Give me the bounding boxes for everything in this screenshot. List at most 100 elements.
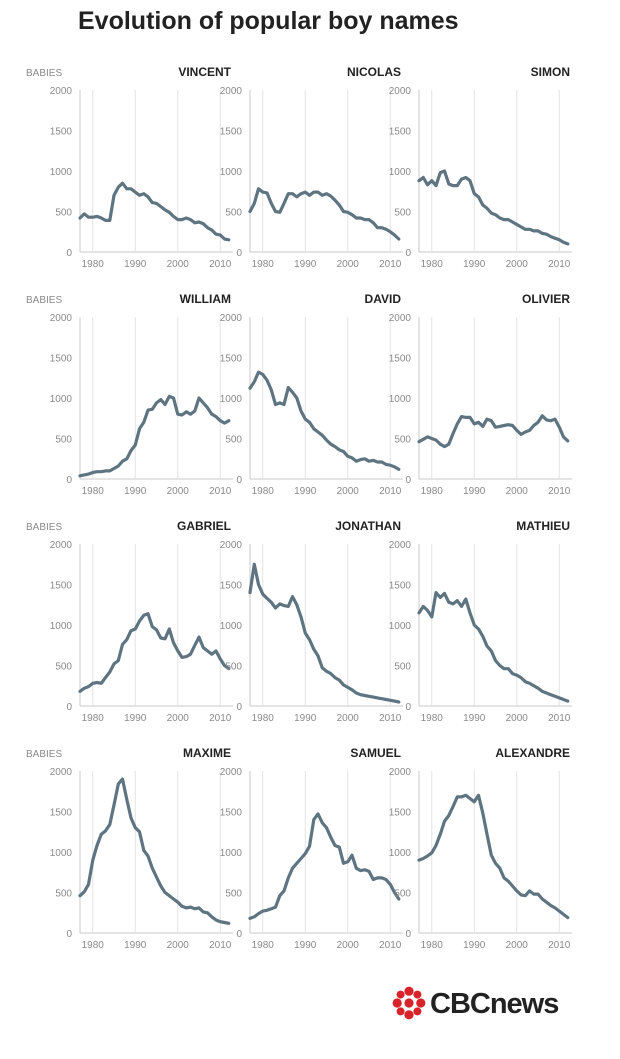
series-line-olivier: [417, 414, 570, 449]
y-tick-label: 1500: [220, 808, 243, 819]
x-tick-label: 1980: [252, 940, 275, 951]
y-tick-label: 1500: [50, 127, 73, 138]
y-tick-label: 1500: [220, 354, 243, 365]
chart-mathieu: 1980 1990 2000 2010 0 500 1000 1500 2000 MATHIEU: [389, 519, 572, 724]
y-tick-label: 1000: [220, 167, 243, 178]
panel-name: MATHIEU: [516, 519, 570, 533]
y-tick-label: 0: [66, 248, 72, 259]
y-axis-label: BABIES: [26, 295, 62, 306]
x-tick-label: 1990: [463, 486, 486, 497]
panel-name: MAXIME: [183, 746, 231, 760]
panel-name: SIMON: [531, 65, 570, 79]
x-tick-label: 1980: [421, 940, 444, 951]
chart-jonathan: 1980 1990 2000 2010 0 500 1000 1500 2000 JONATHAN: [220, 519, 403, 724]
y-tick-label: 500: [55, 208, 72, 219]
y-tick-label: 0: [236, 929, 242, 940]
chart-olivier: 1980 1990 2000 2010 0 500 1000 1500 2000 OLIVIER: [389, 292, 572, 497]
x-tick-label: 1980: [82, 713, 105, 724]
cbc-news-logo: CBCnews: [392, 986, 572, 1022]
brand-wordmark: CBCnews: [430, 986, 560, 1022]
x-tick-label: 1990: [463, 940, 486, 951]
series-line-maxime: [78, 777, 231, 925]
panel-name: DAVID: [365, 292, 402, 306]
y-tick-label: 0: [66, 929, 72, 940]
chart-nicolas: 1980 1990 2000 2010 0 500 1000 1500 2000 NICOLAS: [220, 65, 403, 270]
x-tick-label: 1990: [124, 486, 147, 497]
x-tick-label: 1990: [463, 259, 486, 270]
y-tick-label: 1000: [389, 394, 412, 405]
panel-name: VINCENT: [178, 65, 231, 79]
y-tick-label: 500: [225, 435, 242, 446]
y-tick-label: 1500: [50, 581, 73, 592]
series-line-alexandre: [417, 793, 570, 920]
page-title: Evolution of popular boy names: [78, 7, 459, 35]
chart-david: 1980 1990 2000 2010 0 500 1000 1500 2000 DAVID: [220, 292, 403, 497]
y-tick-label: 2000: [50, 540, 73, 551]
x-tick-label: 1980: [82, 486, 105, 497]
series-line-gabriel: [78, 612, 231, 694]
panel-name: WILLIAM: [180, 292, 231, 306]
panel-name: OLIVIER: [522, 292, 570, 306]
y-tick-label: 1000: [50, 621, 73, 632]
y-tick-label: 2000: [220, 540, 243, 551]
y-tick-label: 1000: [220, 621, 243, 632]
y-tick-label: 2000: [50, 313, 73, 324]
y-tick-label: 2000: [389, 313, 412, 324]
y-tick-label: 500: [394, 662, 411, 673]
x-tick-label: 2010: [209, 486, 232, 497]
series-line-vincent: [78, 181, 231, 242]
x-tick-label: 2010: [548, 259, 571, 270]
series-line-mathieu: [417, 590, 570, 703]
y-tick-label: 1500: [389, 581, 412, 592]
y-tick-label: 500: [225, 208, 242, 219]
chart-simon: 1980 1990 2000 2010 0 500 1000 1500 2000 SIMON: [389, 65, 572, 270]
x-tick-label: 2000: [506, 940, 529, 951]
x-tick-label: 2000: [167, 259, 190, 270]
x-tick-label: 2010: [548, 940, 571, 951]
x-tick-label: 1990: [124, 940, 147, 951]
y-tick-label: 1500: [50, 354, 73, 365]
y-tick-label: 500: [55, 435, 72, 446]
y-tick-label: 0: [236, 248, 242, 259]
x-tick-label: 1980: [252, 259, 275, 270]
x-tick-label: 1990: [294, 259, 317, 270]
series-line-jonathan: [248, 562, 401, 704]
y-tick-label: 1000: [50, 848, 73, 859]
y-tick-label: 2000: [389, 86, 412, 97]
x-tick-label: 2010: [379, 259, 402, 270]
y-tick-label: 0: [66, 475, 72, 486]
y-tick-label: 0: [236, 475, 242, 486]
x-tick-label: 1990: [124, 259, 147, 270]
y-tick-label: 1500: [389, 127, 412, 138]
y-tick-label: 1000: [50, 394, 73, 405]
panel-name: JONATHAN: [335, 519, 401, 533]
y-tick-label: 1500: [220, 581, 243, 592]
y-axis-label: BABIES: [26, 522, 62, 533]
series-line-simon: [417, 169, 570, 246]
x-tick-label: 2010: [379, 486, 402, 497]
y-axis-label: BABIES: [26, 68, 62, 79]
brand-suffix: news: [489, 988, 560, 1020]
y-tick-label: 1000: [220, 848, 243, 859]
x-tick-label: 1980: [82, 259, 105, 270]
y-axis-label: BABIES: [26, 749, 62, 760]
y-tick-label: 1500: [220, 127, 243, 138]
cbc-gem-icon: [392, 986, 426, 1020]
chart-william: 1980 1990 2000 2010 0 500 1000 1500 2000 BABIES WI…: [26, 292, 233, 497]
y-tick-label: 500: [55, 662, 72, 673]
panel-name: SAMUEL: [350, 746, 401, 760]
y-tick-label: 500: [394, 435, 411, 446]
x-tick-label: 1990: [124, 713, 147, 724]
x-tick-label: 2010: [379, 940, 402, 951]
y-tick-label: 0: [66, 702, 72, 713]
series-line-david: [248, 370, 401, 471]
panel-name: NICOLAS: [347, 65, 401, 79]
y-tick-label: 0: [236, 702, 242, 713]
y-tick-label: 500: [394, 889, 411, 900]
y-tick-label: 0: [405, 475, 411, 486]
y-tick-label: 1000: [50, 167, 73, 178]
x-tick-label: 2000: [337, 486, 360, 497]
y-tick-label: 1000: [389, 167, 412, 178]
series-line-nicolas: [248, 187, 401, 241]
